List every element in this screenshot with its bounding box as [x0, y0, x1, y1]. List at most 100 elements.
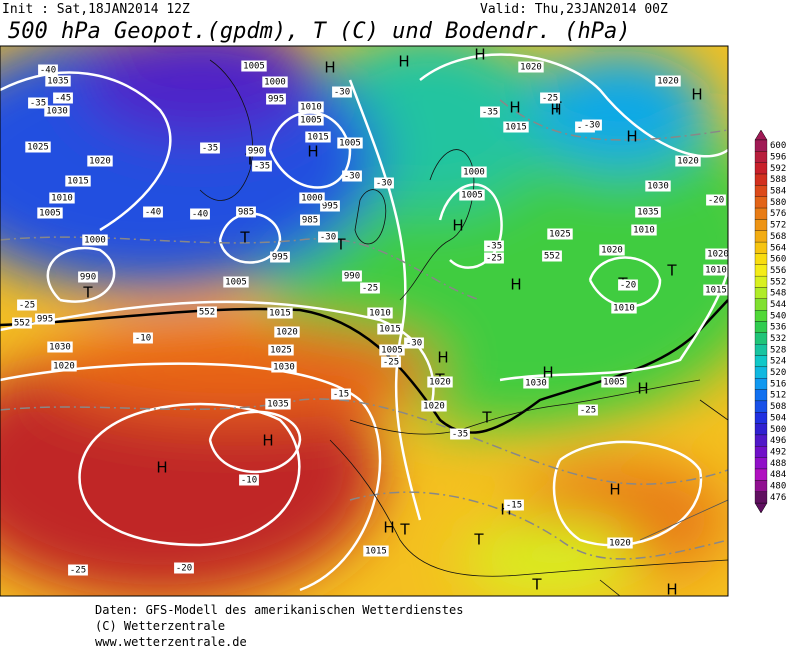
label-box	[450, 428, 470, 440]
contour-label: 1000	[84, 236, 106, 246]
contour-label: 985	[302, 216, 318, 226]
label-box	[320, 200, 340, 212]
label-box	[484, 252, 504, 264]
scale-label: 492	[770, 447, 786, 457]
label-box	[25, 141, 51, 153]
label-box	[459, 189, 485, 201]
label-box	[331, 388, 351, 400]
contour-label: 1020	[423, 402, 445, 412]
pressure-system: H	[609, 481, 620, 499]
contour-label: 1025	[27, 143, 49, 153]
pressure-system: H	[510, 276, 521, 294]
scale-swatch	[754, 400, 768, 413]
pressure-system: H	[324, 59, 335, 77]
contour-label: 1000	[463, 168, 485, 178]
label-box	[246, 145, 266, 157]
label-box	[299, 192, 325, 204]
contour-label: 995	[268, 95, 284, 105]
scale-swatch	[754, 185, 768, 197]
label-box	[44, 105, 70, 117]
contour-label: 995	[322, 202, 338, 212]
label-box	[300, 214, 320, 226]
pressure-system: H	[637, 380, 648, 398]
scale-swatch	[754, 298, 768, 311]
scale-top-arrow	[754, 129, 768, 141]
contour-label: 1000	[264, 78, 286, 88]
label-box	[631, 224, 657, 236]
label-box	[655, 75, 681, 87]
contour-label: -10	[241, 476, 257, 486]
contour-label: 1005	[461, 191, 483, 201]
label-box	[268, 344, 294, 356]
contour-label: -30	[376, 179, 392, 189]
label-box	[28, 97, 48, 109]
pressure-system: H	[307, 143, 318, 161]
contour-label: -25	[19, 301, 35, 311]
pressure-system: T	[551, 99, 562, 117]
label-box	[174, 562, 194, 574]
scale-label: 596	[770, 153, 786, 163]
scale-label: 536	[770, 323, 786, 333]
contour-label: 1015	[365, 547, 387, 557]
contour-label: -25	[383, 358, 399, 368]
label-box	[540, 92, 560, 104]
contour-label: 1010	[705, 266, 727, 276]
label-box	[200, 142, 220, 154]
contour-label: 985	[238, 208, 254, 218]
scale-swatch	[754, 196, 768, 209]
contour-label: 995	[37, 315, 53, 325]
contour-label: 1010	[300, 103, 322, 113]
scale-label: 528	[770, 345, 786, 355]
label-box	[318, 231, 338, 243]
contour-label: -25	[70, 566, 86, 576]
label-box	[305, 131, 331, 143]
scale-swatch	[754, 139, 768, 152]
contour-label: 1010	[51, 194, 73, 204]
contour-label: 1020	[609, 539, 631, 549]
scale-swatch	[754, 355, 768, 368]
contour-label: -10	[135, 334, 151, 344]
contour-label: 1005	[243, 62, 265, 72]
contour-label: -35	[254, 162, 270, 172]
label-box	[239, 474, 259, 486]
scale-label: 572	[770, 221, 786, 231]
label-box	[12, 317, 32, 329]
contour-label: 1015	[505, 123, 527, 133]
label-box	[267, 307, 293, 319]
scale-swatch	[754, 344, 768, 356]
valid-time: Valid: Thu,23JAN2014 00Z	[480, 2, 668, 17]
label-box	[367, 307, 393, 319]
contour-label: 1005	[603, 378, 625, 388]
contour-label: 1005	[39, 209, 61, 219]
label-box	[38, 64, 58, 76]
scale-swatch	[754, 241, 768, 254]
scale-label: 476	[770, 493, 786, 503]
pressure-system: T	[473, 531, 484, 549]
contour-label: -30	[334, 88, 350, 98]
contour-label: -40	[145, 208, 161, 218]
label-box	[374, 177, 394, 189]
contour-label: 1000	[301, 194, 323, 204]
pressure-system: H	[691, 86, 702, 104]
pressure-system: H	[626, 128, 637, 146]
contour-label: 1015	[379, 325, 401, 335]
scale-label: 564	[770, 243, 786, 253]
map-frame	[0, 45, 729, 597]
scale-label: 540	[770, 311, 786, 321]
scale-swatch	[754, 151, 768, 163]
scale-swatch	[754, 332, 768, 345]
label-box	[190, 208, 210, 220]
contour-label: 990	[344, 272, 360, 282]
label-box	[379, 344, 405, 356]
label-box	[484, 240, 504, 252]
footer-source: Daten: GFS-Modell des amerikanischen Wet…	[95, 603, 463, 617]
contour-label: -25	[362, 284, 378, 294]
scale-label: 584	[770, 187, 786, 197]
label-box	[503, 121, 529, 133]
contour-label: 1020	[276, 328, 298, 338]
label-box	[461, 166, 487, 178]
pressure-system: H	[474, 46, 485, 64]
contour-label: 1010	[369, 309, 391, 319]
contour-label: 1005	[225, 278, 247, 288]
